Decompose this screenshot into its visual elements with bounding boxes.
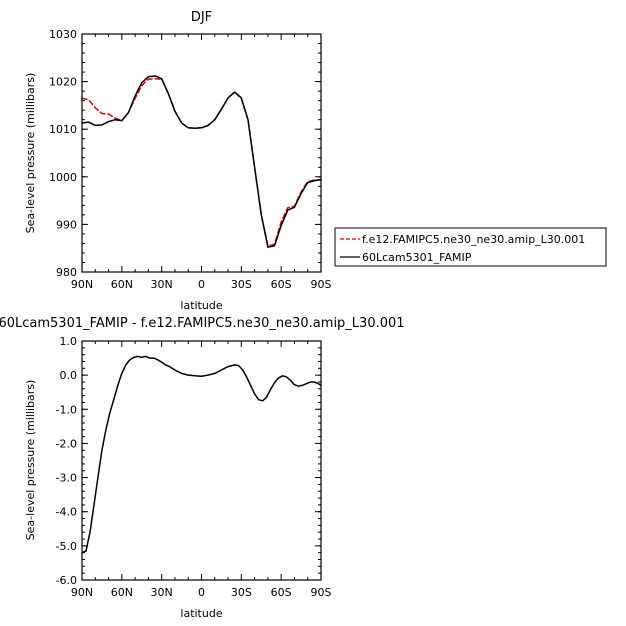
x-tick-label: 60N — [111, 278, 133, 291]
legend-entry-series-1: f.e12.FAMIPC5.ne30_ne30.amip_L30.001 — [362, 233, 585, 246]
y-tick-label: -6.0 — [56, 574, 77, 587]
bottom-panel: 60Lcam5301_FAMIP - f.e12.FAMIPC5.ne30_ne… — [0, 316, 405, 620]
legend-entry-series-2: 60Lcam5301_FAMIP — [362, 251, 472, 264]
y-tick-label: -2.0 — [56, 437, 77, 450]
y-tick-label: 1020 — [49, 76, 77, 89]
x-tick-label: 0 — [198, 278, 205, 291]
top-panel: DJF 90N 60N 30N 0 30S 60S 90S 980 990 1000 1010 102… — [24, 10, 607, 312]
x-tick-label: 60S — [271, 278, 292, 291]
bottom-y-axis-label: Sea-level pressure (millibars) — [24, 380, 37, 541]
series-line-1 — [81, 77, 322, 247]
x-tick-label: 90S — [311, 586, 332, 599]
legend: f.e12.FAMIPC5.ne30_ne30.amip_L30.001 60L… — [334, 227, 607, 267]
y-tick-label: 1000 — [49, 171, 77, 184]
x-tick-label: 0 — [198, 586, 205, 599]
x-tick-label: 30N — [151, 586, 173, 599]
bottom-x-axis-label: latitude — [180, 607, 222, 620]
y-tick-label: -3.0 — [56, 472, 77, 485]
bottom-chart-title: 60Lcam5301_FAMIP - f.e12.FAMIPC5.ne30_ne… — [0, 316, 405, 331]
top-x-axis-label: latitude — [180, 299, 222, 312]
x-tick-label: 30S — [231, 586, 252, 599]
top-chart-marks: 90N 60N 30N 0 30S 60S 90S 980 990 1000 1010 1020 103… — [49, 28, 332, 291]
legend-frame — [334, 227, 607, 267]
y-tick-label: 1.0 — [60, 335, 78, 348]
x-tick-label: 90N — [71, 278, 93, 291]
x-tick-label: 30S — [231, 278, 252, 291]
y-tick-label: -1.0 — [56, 403, 77, 416]
y-tick-label: 980 — [56, 266, 77, 279]
y-tick-label: 1010 — [49, 123, 77, 136]
y-tick-label: -5.0 — [56, 540, 77, 553]
x-tick-label: 60S — [271, 586, 292, 599]
bottom-chart-marks: 90N 60N 30N 0 30S 60S 90S -6.0 -5.0 -4.0 -3.0 -2.0 -… — [56, 335, 332, 599]
top-y-axis-label: Sea-level pressure (millibars) — [24, 73, 37, 234]
bottom-plot-frame — [81, 340, 322, 581]
top-plot-frame — [81, 33, 322, 273]
top-chart-title: DJF — [191, 10, 212, 25]
x-tick-label: 90S — [311, 278, 332, 291]
x-tick-label: 30N — [151, 278, 173, 291]
x-tick-label: 90N — [71, 586, 93, 599]
y-tick-label: 1030 — [49, 28, 77, 41]
series-line-2 — [81, 75, 322, 248]
series-line-1 — [81, 355, 322, 554]
y-tick-label: 990 — [56, 218, 77, 231]
y-tick-label: -4.0 — [56, 506, 77, 519]
x-tick-label: 60N — [111, 586, 133, 599]
y-tick-label: 0.0 — [60, 369, 78, 382]
